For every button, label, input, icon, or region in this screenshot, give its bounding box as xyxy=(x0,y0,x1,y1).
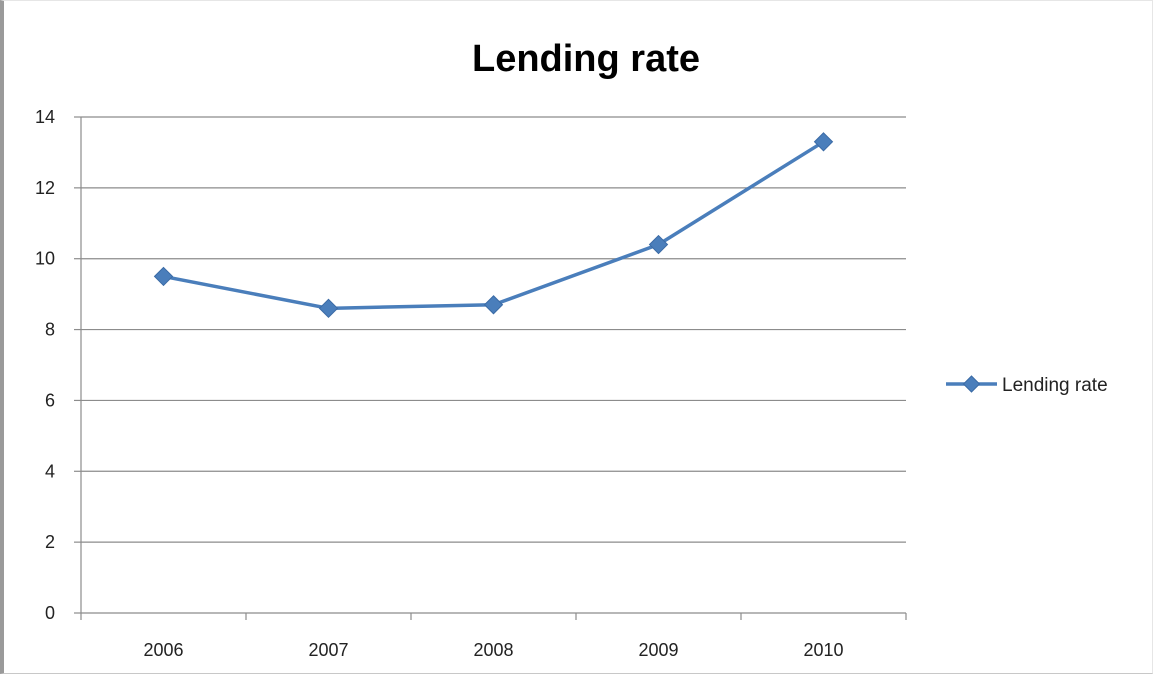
x-tick-label: 2010 xyxy=(803,640,843,660)
legend-label: Lending rate xyxy=(1002,375,1108,396)
x-tick-label: 2008 xyxy=(473,640,513,660)
x-tick-label: 2009 xyxy=(638,640,678,660)
y-tick-label: 4 xyxy=(45,461,55,481)
y-tick-label: 12 xyxy=(35,178,55,198)
chart-title: Lending rate xyxy=(472,38,700,80)
y-tick-label: 2 xyxy=(45,532,55,552)
legend-marker xyxy=(962,375,981,393)
series-group xyxy=(153,132,834,319)
data-point-marker xyxy=(483,295,504,315)
y-tick-label: 8 xyxy=(45,320,55,340)
gridlines xyxy=(81,116,906,543)
data-point-marker xyxy=(318,298,339,319)
y-tick-label: 10 xyxy=(35,249,55,269)
data-point-marker xyxy=(813,132,834,152)
data-point-marker xyxy=(153,266,174,287)
legend: Lending rate xyxy=(946,375,1108,396)
y-tick-label: 6 xyxy=(45,390,55,410)
x-tick-label: 2007 xyxy=(308,640,348,660)
x-axis-ticks: 2006 2007 2008 2009 2010 xyxy=(143,640,843,660)
series-line xyxy=(163,140,825,311)
x-tick-label: 2006 xyxy=(143,640,183,660)
axes xyxy=(74,116,907,620)
y-tick-label: 0 xyxy=(45,603,55,623)
y-tick-label: 14 xyxy=(35,107,55,127)
data-point-marker xyxy=(648,234,669,255)
y-axis-ticks: 0 2 4 6 8 10 12 14 xyxy=(35,107,55,623)
